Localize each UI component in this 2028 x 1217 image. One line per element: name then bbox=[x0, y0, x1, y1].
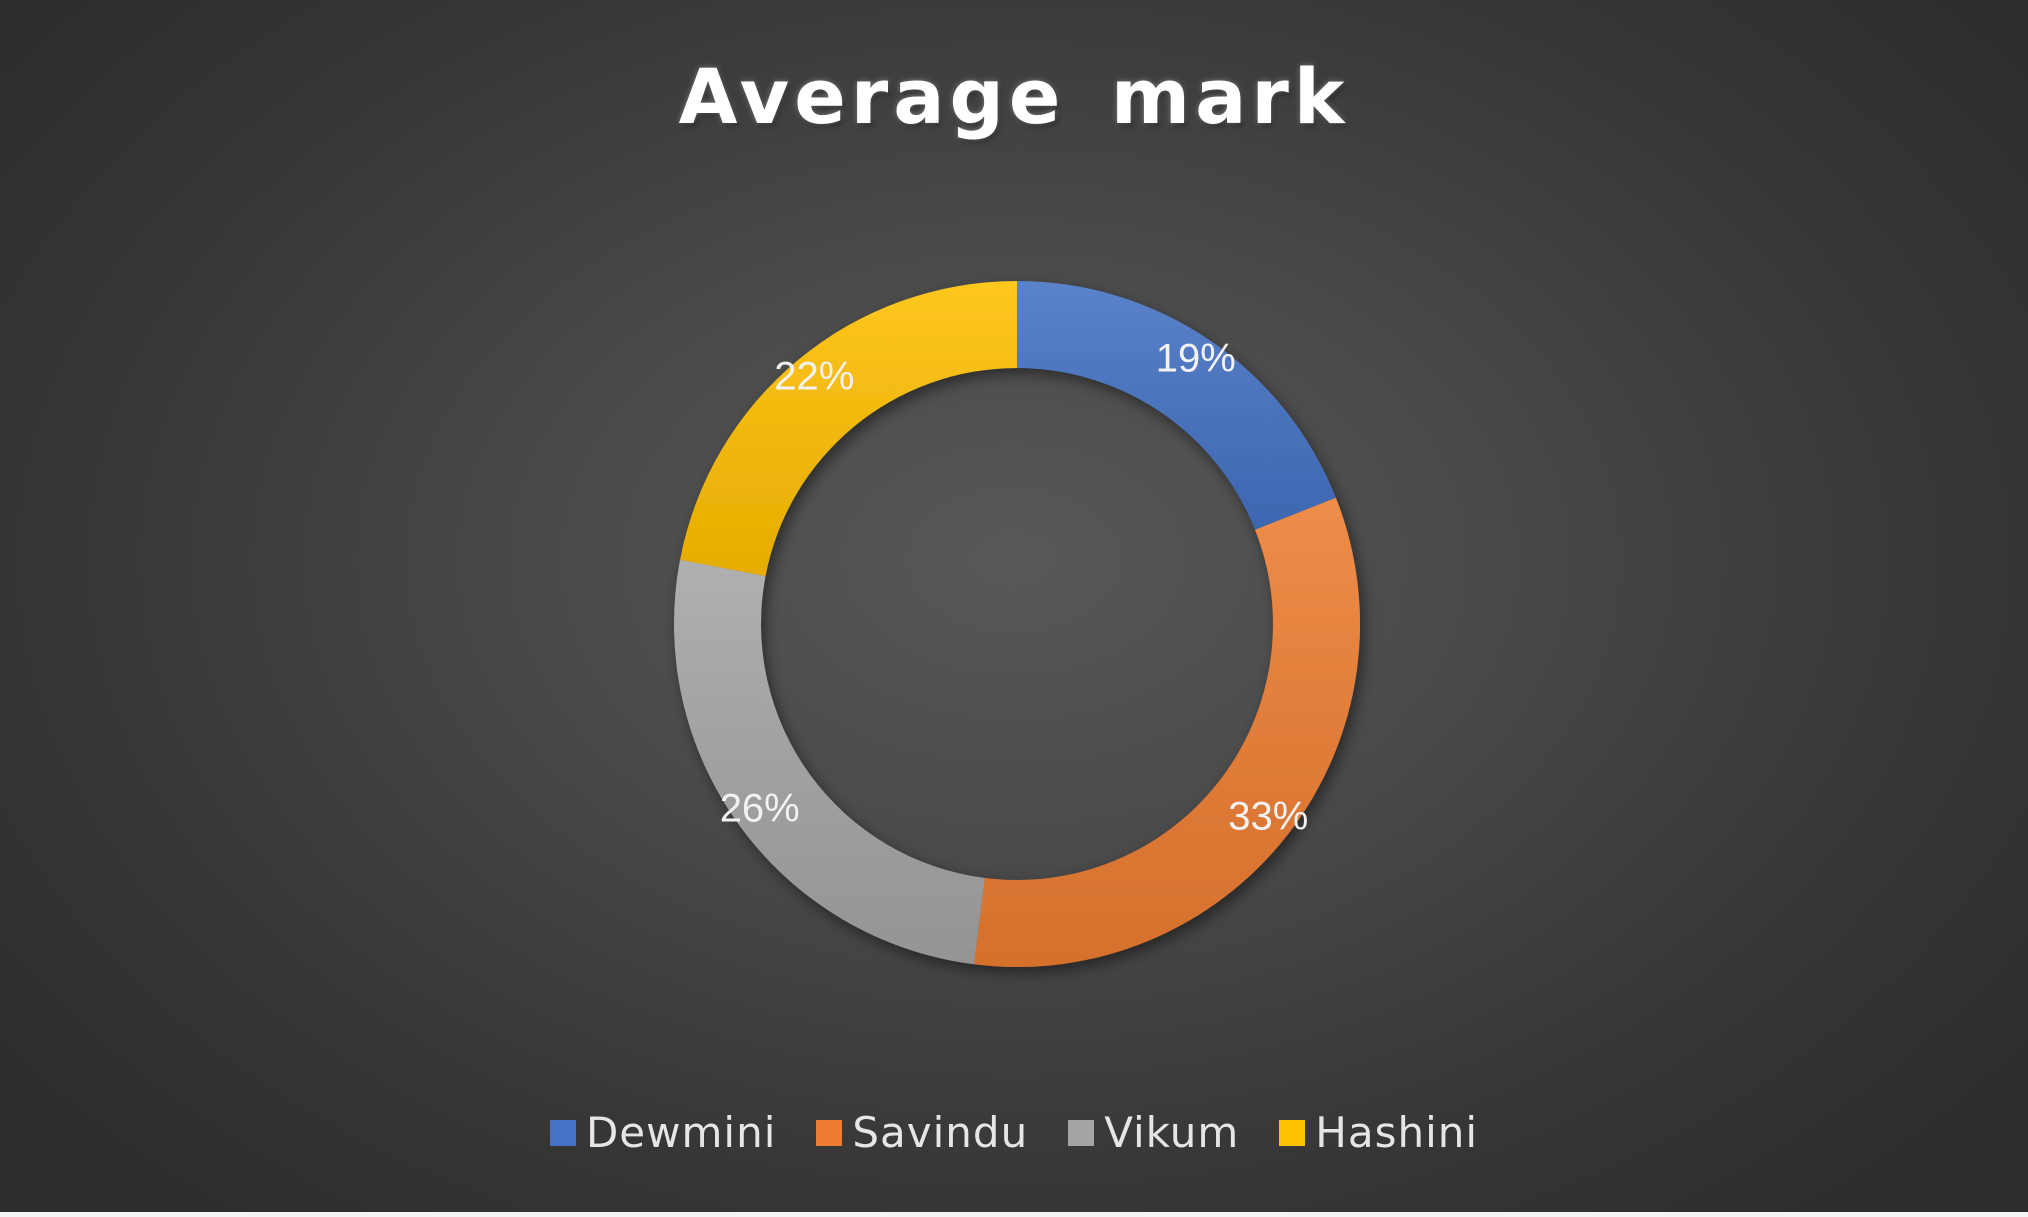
data-label-dewmini: 19% bbox=[1156, 337, 1236, 381]
legend-swatch bbox=[816, 1119, 843, 1146]
legend-label: Vikum bbox=[1104, 1108, 1240, 1157]
legend-item-dewmini: Dewmini bbox=[549, 1108, 777, 1157]
slice-shading-vikum bbox=[674, 559, 985, 965]
data-label-savindu: 33% bbox=[1228, 794, 1308, 838]
data-label-hashini: 22% bbox=[774, 355, 854, 399]
legend-item-hashini: Hashini bbox=[1279, 1108, 1478, 1157]
legend-swatch bbox=[549, 1119, 576, 1146]
slice-shading-dewmini bbox=[1017, 281, 1336, 530]
chart-title: Average mark bbox=[678, 52, 1350, 141]
legend-swatch bbox=[1068, 1119, 1095, 1146]
legend-label: Hashini bbox=[1315, 1108, 1479, 1157]
legend-item-vikum: Vikum bbox=[1068, 1108, 1239, 1157]
bottom-border bbox=[0, 1212, 2028, 1217]
legend: Dewmini Savindu Vikum Hashini bbox=[0, 1108, 2028, 1157]
legend-swatch bbox=[1279, 1119, 1306, 1146]
legend-label: Dewmini bbox=[585, 1108, 777, 1157]
slice-shading-savindu bbox=[974, 497, 1360, 967]
slice-shading-hashini bbox=[680, 281, 1017, 577]
legend-item-savindu: Savindu bbox=[816, 1108, 1028, 1157]
legend-label: Savindu bbox=[852, 1108, 1029, 1157]
data-label-vikum: 26% bbox=[720, 786, 800, 830]
